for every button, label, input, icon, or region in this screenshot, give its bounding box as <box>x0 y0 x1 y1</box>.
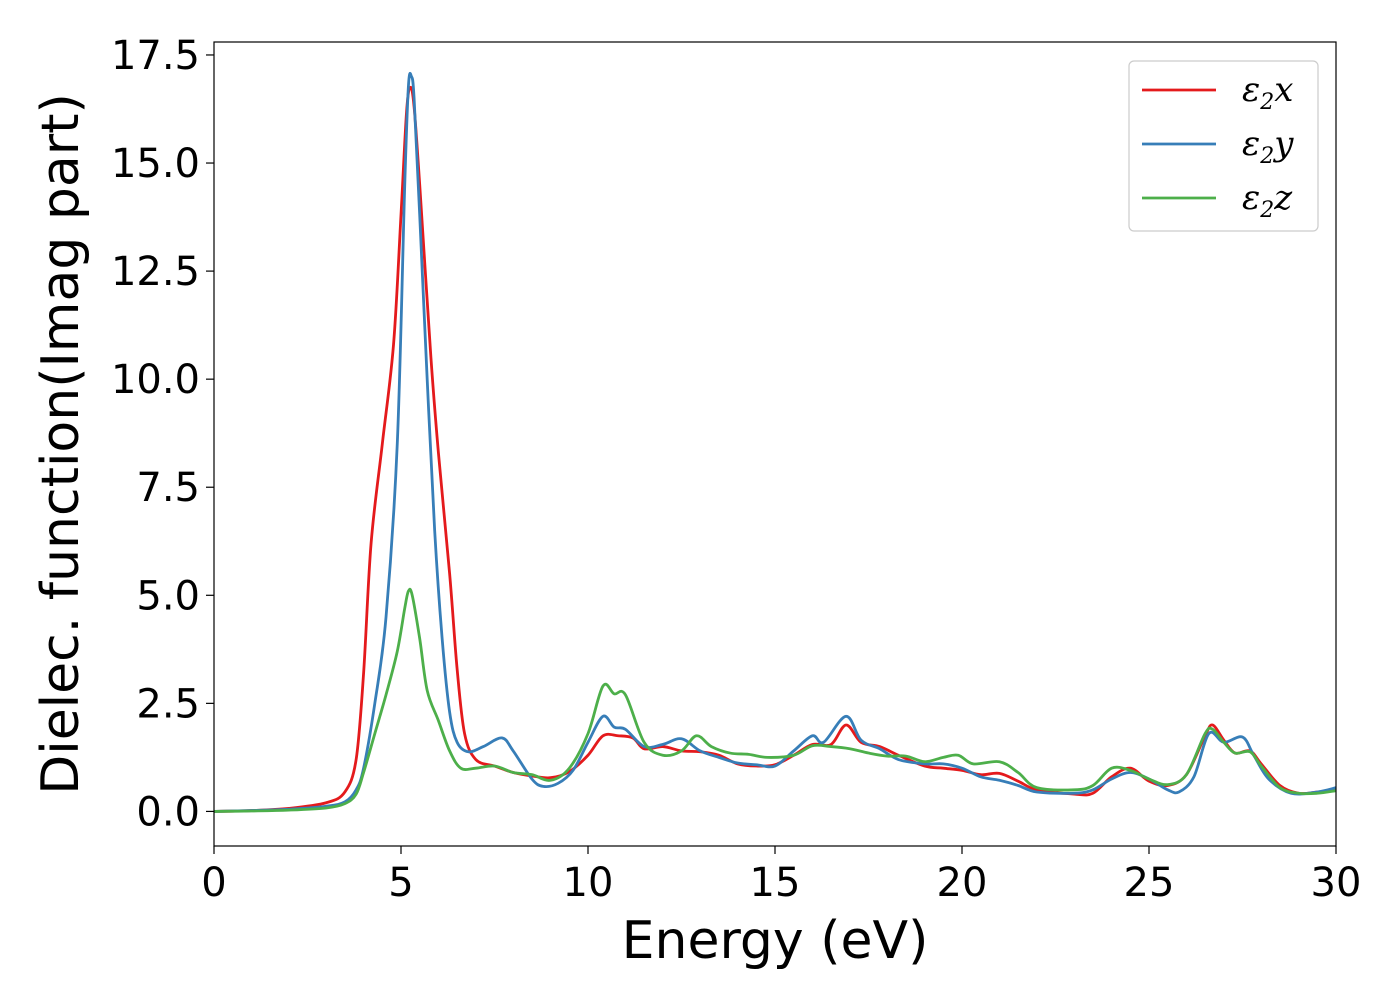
series-line-1 <box>214 85 1336 813</box>
y-tick-label: 7.5 <box>136 465 200 511</box>
y-tick-label: 0.0 <box>136 789 200 835</box>
series-line-3 <box>214 587 1336 813</box>
series-line-2 <box>214 71 1336 813</box>
x-axis-label: Energy (eV) <box>622 911 929 971</box>
x-tick-label: 5 <box>388 860 413 906</box>
x-tick-label: 15 <box>750 860 801 906</box>
x-tick-label: 25 <box>1124 860 1175 906</box>
legend-label: ε2y <box>1242 124 1294 169</box>
x-tick-label: 30 <box>1311 860 1362 906</box>
y-axis-label: Dielec. function(Imag part) <box>31 93 91 795</box>
y-tick-label: 2.5 <box>136 681 200 727</box>
y-tick-label: 15.0 <box>111 141 200 187</box>
y-tick-label: 12.5 <box>111 249 200 295</box>
legend: ε2x ε2y ε2z <box>1128 60 1319 232</box>
legend-box <box>1128 60 1319 232</box>
x-tick-label: 0 <box>201 860 226 906</box>
y-tick-label: 5.0 <box>136 573 200 619</box>
y-tick-label: 17.5 <box>111 33 200 79</box>
x-axis: 0 5 10 15 20 25 30 <box>201 846 1361 906</box>
x-tick-label: 10 <box>563 860 614 906</box>
legend-label: ε2x <box>1242 70 1293 115</box>
y-tick-label: 10.0 <box>111 357 200 403</box>
x-tick-label: 20 <box>937 860 988 906</box>
legend-label: ε2z <box>1242 178 1293 223</box>
y-axis: 0.0 2.5 5.0 7.5 10.0 12.5 15.0 17.5 <box>111 33 214 835</box>
